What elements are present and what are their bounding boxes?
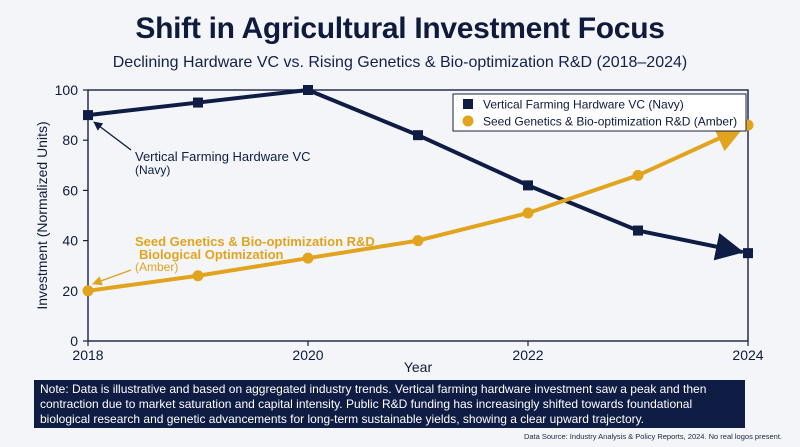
axes: 0 20 40 60 80 100 2018 2020 2022 2024 Year Investme… bbox=[34, 82, 764, 375]
annotation-amber-line2: Biological Optimization bbox=[139, 247, 284, 262]
legend: Vertical Farming Hardware VC (Navy) Seed … bbox=[452, 93, 747, 132]
annotation-navy-line1: Vertical Farming Hardware VC bbox=[135, 149, 311, 164]
legend-swatch bbox=[462, 115, 474, 127]
x-tick-label: 2020 bbox=[292, 347, 323, 363]
series-arrow-0 bbox=[636, 228, 744, 261]
x-tick-label: 2022 bbox=[512, 347, 543, 363]
annotation-arrow-amber bbox=[92, 269, 132, 286]
series-arrow-1 bbox=[636, 125, 745, 178]
data-point bbox=[743, 248, 753, 259]
data-point bbox=[303, 85, 313, 95]
data-point bbox=[193, 97, 203, 108]
legend-label: Vertical Farming Hardware VC (Navy) bbox=[483, 98, 684, 112]
plot-frame bbox=[87, 89, 749, 342]
series-line-0 bbox=[86, 88, 640, 233]
data-point bbox=[413, 130, 423, 141]
x-axis-label: Year bbox=[404, 359, 433, 375]
series-layer bbox=[82, 85, 754, 297]
annotation-navy-line2: (Navy) bbox=[135, 163, 170, 177]
y-tick-label: 20 bbox=[62, 283, 78, 299]
annotation-arrow-navy bbox=[93, 121, 132, 151]
legend-swatch bbox=[463, 99, 473, 109]
legend-box bbox=[452, 93, 747, 132]
y-tick-label: 100 bbox=[55, 82, 79, 98]
data-point bbox=[632, 169, 644, 181]
data-point bbox=[522, 207, 534, 219]
y-tick-label: 80 bbox=[62, 132, 78, 148]
y-axis-label: Investment (Normalized Units) bbox=[34, 121, 50, 309]
data-point bbox=[83, 110, 93, 121]
x-tick-label: 2018 bbox=[72, 347, 103, 363]
data-point bbox=[192, 270, 204, 282]
y-tick-label: 60 bbox=[62, 182, 78, 198]
chart-title: Shift in Agricultural Investment Focus bbox=[135, 12, 665, 45]
data-point bbox=[523, 180, 533, 191]
data-point bbox=[82, 285, 94, 297]
data-point bbox=[633, 225, 643, 236]
legend-label: Seed Genetics & Bio-optimization R&D (Am… bbox=[483, 115, 737, 129]
chart-subtitle: Declining Hardware VC vs. Rising Genetic… bbox=[112, 54, 688, 71]
annotation-amber-line1: Seed Genetics & Bio-optimization R&D bbox=[135, 234, 375, 249]
data-source: Data Source: Industry Analysis & Policy … bbox=[523, 432, 782, 441]
note-box: Note: Data is illustrative and based on … bbox=[34, 380, 745, 428]
y-tick-label: 40 bbox=[62, 233, 78, 249]
data-point bbox=[412, 235, 424, 247]
series-line-1 bbox=[86, 173, 640, 293]
y-tick-label: 0 bbox=[70, 333, 78, 349]
annotation-layer: Vertical Farming Hardware VC(Navy) Seed G… bbox=[92, 121, 375, 286]
annotation-amber-line3: (Amber) bbox=[135, 260, 178, 274]
x-tick-label: 2024 bbox=[732, 347, 763, 363]
data-point bbox=[302, 252, 314, 264]
